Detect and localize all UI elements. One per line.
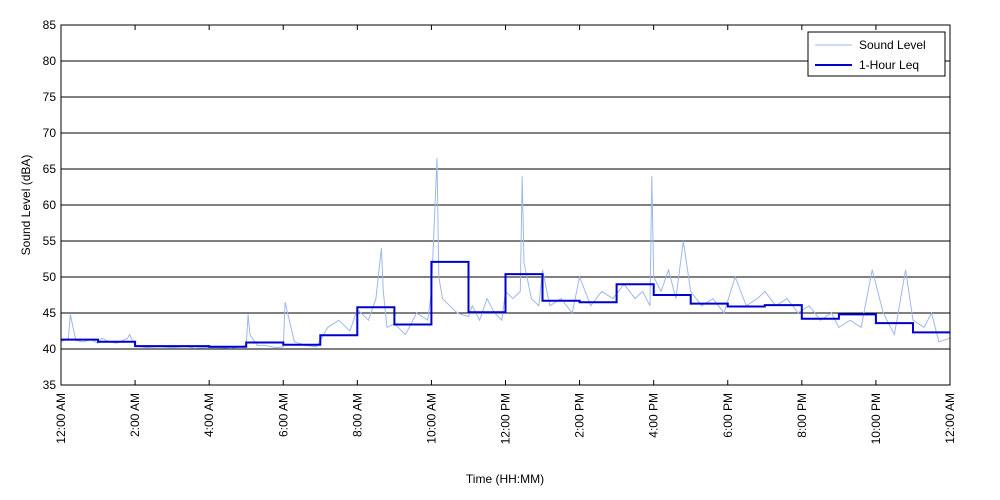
legend-box — [807, 31, 946, 77]
xtick-label-1: 2:00 AM — [128, 393, 142, 437]
ytick-label-55: 55 — [43, 234, 57, 248]
xtick-label-9: 6:00 PM — [721, 393, 735, 438]
xtick-label-11: 10:00 PM — [869, 393, 883, 444]
ytick-label-40: 40 — [43, 342, 57, 356]
y-axis-label: Sound Level (dBA) — [19, 155, 33, 256]
axis-ticks — [60, 24, 951, 386]
x-tick-labels: 12:00 AM 2:00 AM 4:00 AM 6:00 AM 8:00 AM 10:0… — [54, 393, 957, 444]
series-line-1-hour-leq — [61, 260, 950, 348]
series-line-sound-level — [60, 158, 951, 349]
xtick-label-2: 4:00 AM — [202, 393, 216, 437]
xtick-label-0: 12:00 AM — [54, 393, 68, 444]
ytick-label-75: 75 — [43, 90, 57, 104]
x-axis-label: Time (HH:MM) — [466, 472, 544, 486]
xtick-label-10: 8:00 PM — [795, 393, 809, 438]
ytick-label-50: 50 — [43, 270, 57, 284]
xtick-label-7: 2:00 PM — [573, 393, 587, 438]
legend-label-1-hour-leq: 1-Hour Leq — [859, 58, 919, 72]
legend-label-sound-level: Sound Level — [859, 38, 926, 52]
xtick-label-3: 6:00 AM — [276, 393, 290, 437]
xtick-label-8: 4:00 PM — [647, 393, 661, 438]
xtick-label-6: 12:00 PM — [499, 393, 513, 444]
ytick-label-35: 35 — [43, 378, 57, 392]
legend: Sound Level 1-Hour Leq — [807, 31, 946, 77]
series-layer — [60, 158, 951, 349]
ytick-label-45: 45 — [43, 306, 57, 320]
ytick-label-80: 80 — [43, 54, 57, 68]
xtick-label-12: 12:00 AM — [943, 393, 957, 444]
xtick-label-4: 8:00 AM — [350, 393, 364, 437]
ytick-label-65: 65 — [43, 162, 57, 176]
ytick-label-85: 85 — [43, 18, 57, 32]
y-tick-labels: 35 40 45 50 55 60 65 70 75 80 85 — [43, 18, 57, 392]
ytick-label-70: 70 — [43, 126, 57, 140]
ytick-label-60: 60 — [43, 198, 57, 212]
xtick-label-5: 10:00 AM — [424, 393, 438, 444]
